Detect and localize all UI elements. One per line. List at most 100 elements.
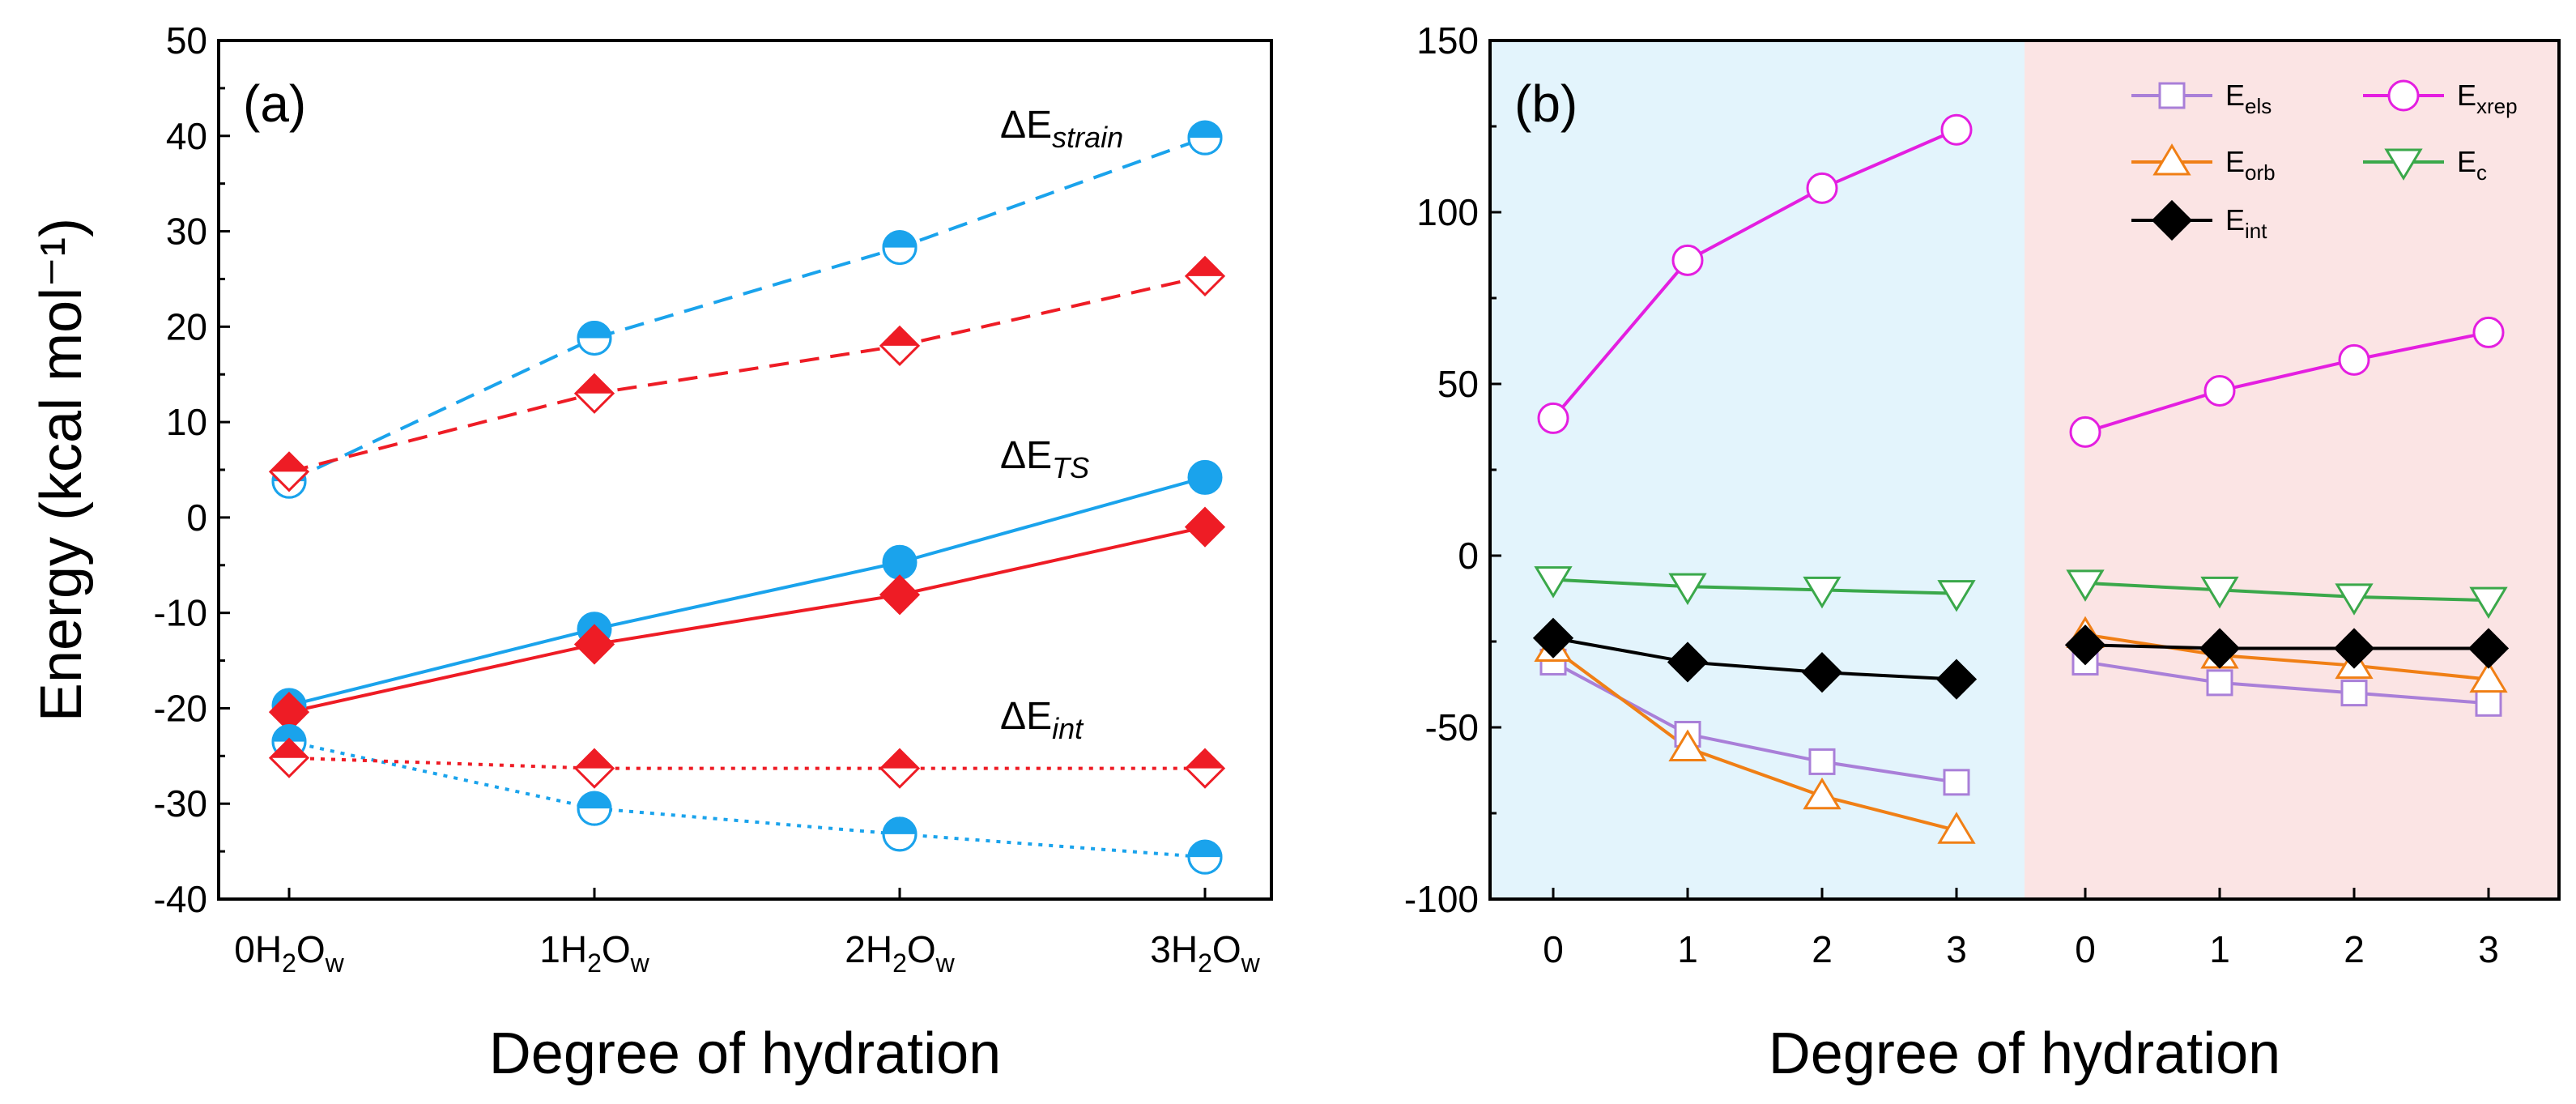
panel-a-y-axis-title: Energy (kcal mol⁻¹) (29, 218, 94, 722)
series-line-int-blue (288, 740, 1206, 859)
point-strain-red (268, 451, 310, 492)
point-xrep (2472, 316, 2505, 348)
legend-label-c: Ec (2457, 145, 2487, 185)
x-tick-label: 1 (2209, 928, 2230, 970)
x-tick-label: 2 (1812, 928, 1833, 970)
annotation-strain: ΔEstrain (1000, 104, 1123, 154)
legend-item-int: Eint (2131, 199, 2267, 243)
y-tick-label: -50 (1425, 706, 1479, 748)
series-line-int-red (288, 756, 1205, 770)
point-int (1532, 617, 1574, 659)
point-ts-red (573, 624, 615, 665)
panel-b-label: (b) (1514, 75, 1578, 133)
series-line-orb-left (1552, 646, 1957, 833)
y-tick-label: 100 (1416, 191, 1479, 233)
y-tick-label: 50 (166, 19, 207, 62)
legend-label-int: Eint (2225, 203, 2267, 243)
legend-item-c: Ec (2363, 145, 2487, 185)
y-tick-label: 0 (1458, 535, 1479, 577)
point-int-blue (577, 791, 612, 826)
annotation-ts: ΔETS (1000, 434, 1089, 484)
x-tick-label: 3 (2478, 928, 2499, 970)
series-line-ts-blue (288, 475, 1206, 707)
point-c (1668, 573, 1707, 606)
point-c (1534, 566, 1573, 599)
point-c (2200, 576, 2239, 609)
legend-item-xrep: Exrep (2363, 79, 2518, 118)
x-tick-label: 2 (2344, 928, 2365, 970)
y-tick-label: 20 (166, 305, 207, 347)
series-line-xrep-right (2084, 330, 2489, 434)
point-ts-blue (1187, 459, 1223, 495)
point-ts-red (879, 574, 921, 616)
point-xrep (2338, 343, 2370, 376)
point-xrep (2203, 374, 2236, 407)
series-line-ts-red (288, 525, 1206, 714)
y-tick-label: 50 (1437, 363, 1479, 405)
point-int-blue (1187, 839, 1223, 875)
y-tick-label: -100 (1404, 878, 1479, 920)
point-int-red (1184, 748, 1226, 789)
x-tick-label: 1 (1677, 928, 1698, 970)
point-strain-red (573, 373, 615, 414)
panel-b-legend: Eels Exrep Eorb Ec Eint (2131, 79, 2518, 243)
region-right (2025, 40, 2559, 899)
point-int (2467, 628, 2510, 669)
y-tick-label: 0 (186, 497, 207, 539)
panel-a-x-ticks: 0H2Ow 1H2Ow 2H2Ow 3H2Ow (234, 888, 1261, 978)
series-line-els-right (2084, 660, 2489, 705)
panel-b-markers (1532, 113, 2510, 844)
point-int-red (879, 748, 921, 789)
point-strain-blue (577, 320, 612, 356)
point-ts-blue (882, 544, 918, 580)
panel-a: -40 -30 -20 -10 0 10 20 30 40 50 0H2Ow 1H2Ow 2H2Ow 3… (29, 19, 1273, 1086)
point-c (1937, 580, 1976, 612)
x-tick-label: 3 (1946, 928, 1967, 970)
x-tick-label: 2H2Ow (845, 928, 955, 978)
point-xrep (1940, 113, 1973, 146)
legend-label-xrep: Exrep (2457, 79, 2518, 118)
panel-b-series (1552, 128, 2489, 833)
point-int (2333, 628, 2375, 669)
point-els (1808, 748, 1836, 775)
y-tick-label: 10 (166, 401, 207, 443)
x-tick-label: 0 (2075, 928, 2096, 970)
legend-item-orb: Eorb (2131, 143, 2276, 185)
point-orb (1937, 812, 1976, 844)
point-int (2199, 628, 2241, 669)
panel-a-markers (268, 120, 1226, 875)
series-line-int-left (1552, 636, 1957, 681)
point-c (2066, 569, 2105, 602)
point-xrep (1806, 172, 1838, 204)
point-c (2469, 586, 2508, 620)
point-xrep (2069, 416, 2101, 448)
point-strain-blue (1187, 120, 1223, 156)
series-line-int-right (2084, 643, 2489, 650)
legend-item-els: Eels (2131, 79, 2272, 118)
point-strain-blue (882, 230, 918, 266)
panel-a-y-ticks: -40 -30 -20 -10 0 10 20 30 40 50 (154, 19, 230, 920)
legend-marker-c (2384, 148, 2423, 181)
point-int-blue (882, 816, 918, 852)
panel-a-series (288, 136, 1206, 859)
region-left (1490, 40, 2025, 899)
x-tick-label: 1H2Ow (539, 928, 649, 978)
point-c (1803, 576, 1842, 609)
panel-a-x-axis-title: Degree of hydration (489, 1021, 1001, 1086)
point-int (2064, 624, 2106, 666)
point-int (1667, 642, 1709, 683)
point-orb (1668, 729, 1707, 761)
y-tick-label: -40 (154, 878, 207, 920)
panel-a-frame (217, 39, 1273, 901)
panel-b-y-ticks: -100 -50 0 50 100 150 (1404, 19, 1501, 920)
y-tick-label: 40 (166, 115, 207, 157)
annotation-int: ΔEint (1000, 695, 1084, 745)
x-tick-label: 3H2Ow (1150, 928, 1260, 978)
legend-label-els: Eels (2225, 79, 2272, 118)
y-tick-label: 150 (1416, 19, 1479, 62)
y-tick-label: -10 (154, 592, 207, 634)
legend-marker-orb (2152, 143, 2191, 176)
y-tick-label: 30 (166, 211, 207, 253)
point-xrep (1671, 244, 1704, 276)
point-els (2340, 680, 2368, 707)
